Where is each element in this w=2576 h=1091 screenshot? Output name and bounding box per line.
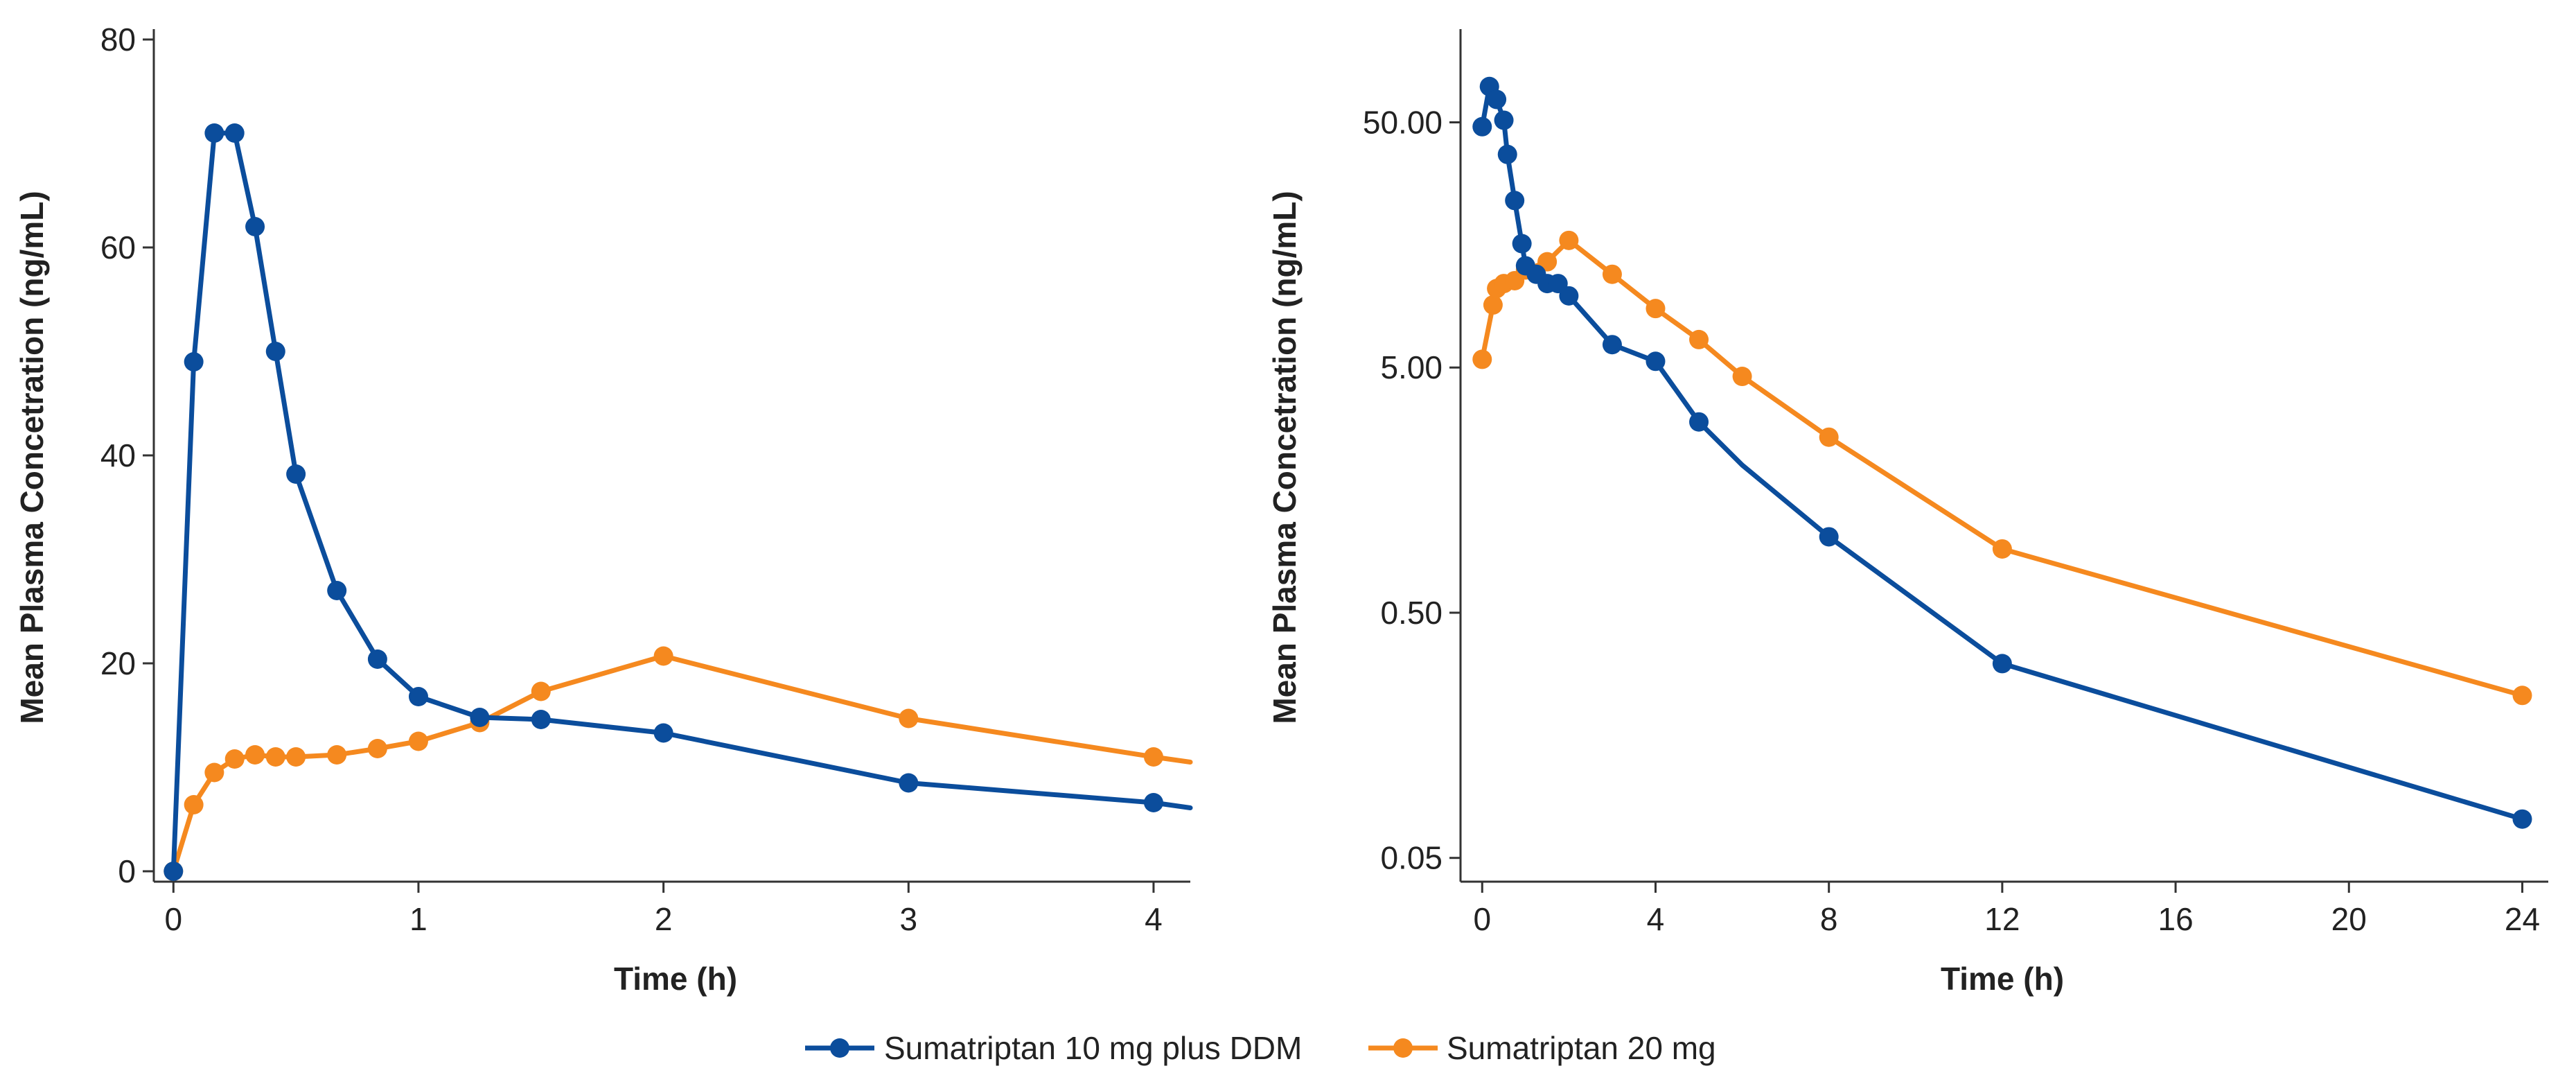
x-tick-label: 4 [1145,901,1163,937]
data-point-sumatriptan-10mg-ddm [204,123,224,143]
data-point-sumatriptan-20mg [1646,299,1666,319]
data-point-sumatriptan-20mg [224,749,245,769]
data-point-sumatriptan-10mg-ddm [2512,809,2532,829]
data-point-sumatriptan-10mg-ddm [470,708,490,727]
data-point-sumatriptan-20mg [184,795,204,814]
legend-marker-series-a [830,1038,849,1058]
data-point-sumatriptan-10mg-ddm [1992,654,2012,674]
data-point-sumatriptan-20mg [1819,427,1839,447]
data-point-sumatriptan-10mg-ddm [1602,335,1622,355]
data-point-sumatriptan-10mg-ddm [265,342,285,361]
data-point-sumatriptan-10mg-ddm [531,710,551,729]
y-tick-label: 60 [100,229,136,265]
x-tick-label: 16 [2158,901,2193,937]
data-point-sumatriptan-20mg [1472,349,1492,369]
y-tick-label: 80 [100,21,136,58]
data-point-sumatriptan-10mg-ddm [1497,144,1517,164]
series-line-sumatriptan-10mg-ddm [1479,84,2525,822]
data-point-sumatriptan-10mg-ddm [164,862,184,881]
y-tick-label: 20 [100,645,136,681]
data-point-sumatriptan-10mg-ddm [245,217,265,236]
series-line-sumatriptan-20mg [1479,238,2525,698]
left-plot-area: 0 20 40 60 80 0 1 2 3 4 [100,21,1193,937]
data-point-sumatriptan-20mg [1483,295,1503,315]
data-point-sumatriptan-10mg-ddm [1512,234,1532,254]
data-point-sumatriptan-10mg-ddm [1505,191,1525,211]
legend-marker-series-b [1393,1038,1413,1058]
legend-label-series-b: Sumatriptan 20 mg [1447,1030,1716,1066]
data-point-sumatriptan-20mg [1537,252,1558,272]
data-point-sumatriptan-10mg-ddm [327,581,347,600]
right-plot-area: 0.05 0.50 5.00 50.00 0 4 8 12 16 20 24 [1363,29,2548,937]
data-point-sumatriptan-10mg-ddm [1559,286,1579,306]
data-point-sumatriptan-10mg-ddm [653,723,673,743]
y-tick-label: 0.05 [1380,840,1443,876]
left-y-axis-title: Mean Plasma Concetration (ng/mL) [14,191,50,724]
series-line-sumatriptan-20mg [170,654,1193,874]
data-point-sumatriptan-10mg-ddm [367,649,387,669]
data-point-sumatriptan-20mg [1143,747,1163,767]
data-point-sumatriptan-20mg [265,747,285,767]
data-point-sumatriptan-20mg [1602,264,1622,284]
data-point-sumatriptan-10mg-ddm [1689,412,1709,432]
x-tick-label: 0 [1473,901,1491,937]
data-point-sumatriptan-10mg-ddm [1143,793,1163,812]
series-line-sumatriptan-10mg-ddm [170,130,1193,874]
x-tick-label: 20 [2331,901,2367,937]
right-y-axis-title: Mean Plasma Concetration (ng/mL) [1267,191,1303,724]
data-point-sumatriptan-20mg [899,708,919,728]
x-tick-label: 24 [2505,901,2540,937]
data-point-sumatriptan-10mg-ddm [1819,527,1839,547]
data-point-sumatriptan-20mg [1559,230,1579,250]
y-tick-label: 0.50 [1380,595,1443,631]
data-point-sumatriptan-20mg [653,646,673,666]
data-point-sumatriptan-10mg-ddm [286,464,306,484]
x-tick-label: 8 [1820,901,1838,937]
data-point-sumatriptan-20mg [286,747,306,767]
x-tick-label: 2 [655,901,673,937]
data-point-sumatriptan-20mg [1732,367,1752,387]
legend-item-series-b: Sumatriptan 20 mg [1368,1030,1716,1066]
data-point-sumatriptan-20mg [327,745,347,765]
legend-item-series-a: Sumatriptan 10 mg plus DDM [805,1030,1302,1066]
left-chart-y-axis-title: Mean Plasma Concetration (ng/mL) [14,191,50,724]
x-tick-label: 1 [409,901,427,937]
data-point-sumatriptan-20mg [408,731,428,751]
data-point-sumatriptan-10mg-ddm [408,687,428,706]
data-point-sumatriptan-20mg [1689,329,1709,349]
y-tick-label: 5.00 [1380,349,1443,385]
x-tick-label: 12 [1984,901,2020,937]
data-point-sumatriptan-10mg-ddm [899,773,919,793]
right-chart-panel: Mean Plasma Concetration (ng/mL) Time (h… [1267,29,2548,997]
y-tick-label: 50.00 [1363,104,1443,140]
right-x-axis-title: Time (h) [1941,961,2064,997]
left-chart-panel: Mean Plasma Concetration (ng/mL) Time (h… [14,21,1193,997]
data-point-sumatriptan-10mg-ddm [224,123,245,143]
left-x-axis-title: Time (h) [614,961,737,997]
x-tick-label: 4 [1647,901,1665,937]
data-point-sumatriptan-20mg [1992,539,2012,559]
legend-label-series-a: Sumatriptan 10 mg plus DDM [884,1030,1302,1066]
x-tick-label: 3 [899,901,917,937]
data-point-sumatriptan-10mg-ddm [1494,110,1514,130]
data-point-sumatriptan-20mg [367,739,387,758]
data-point-sumatriptan-20mg [2512,686,2532,706]
y-tick-label: 0 [118,853,136,889]
x-tick-label: 0 [164,901,182,937]
legend: Sumatriptan 10 mg plus DDM Sumatriptan 2… [805,1030,1716,1066]
data-point-sumatriptan-20mg [204,762,224,783]
data-point-sumatriptan-20mg [531,681,551,701]
data-point-sumatriptan-20mg [245,745,265,765]
data-point-sumatriptan-10mg-ddm [184,352,204,372]
y-tick-label: 40 [100,437,136,473]
data-point-sumatriptan-10mg-ddm [1646,351,1666,372]
data-point-sumatriptan-10mg-ddm [1472,116,1492,137]
data-point-sumatriptan-10mg-ddm [1487,89,1507,110]
